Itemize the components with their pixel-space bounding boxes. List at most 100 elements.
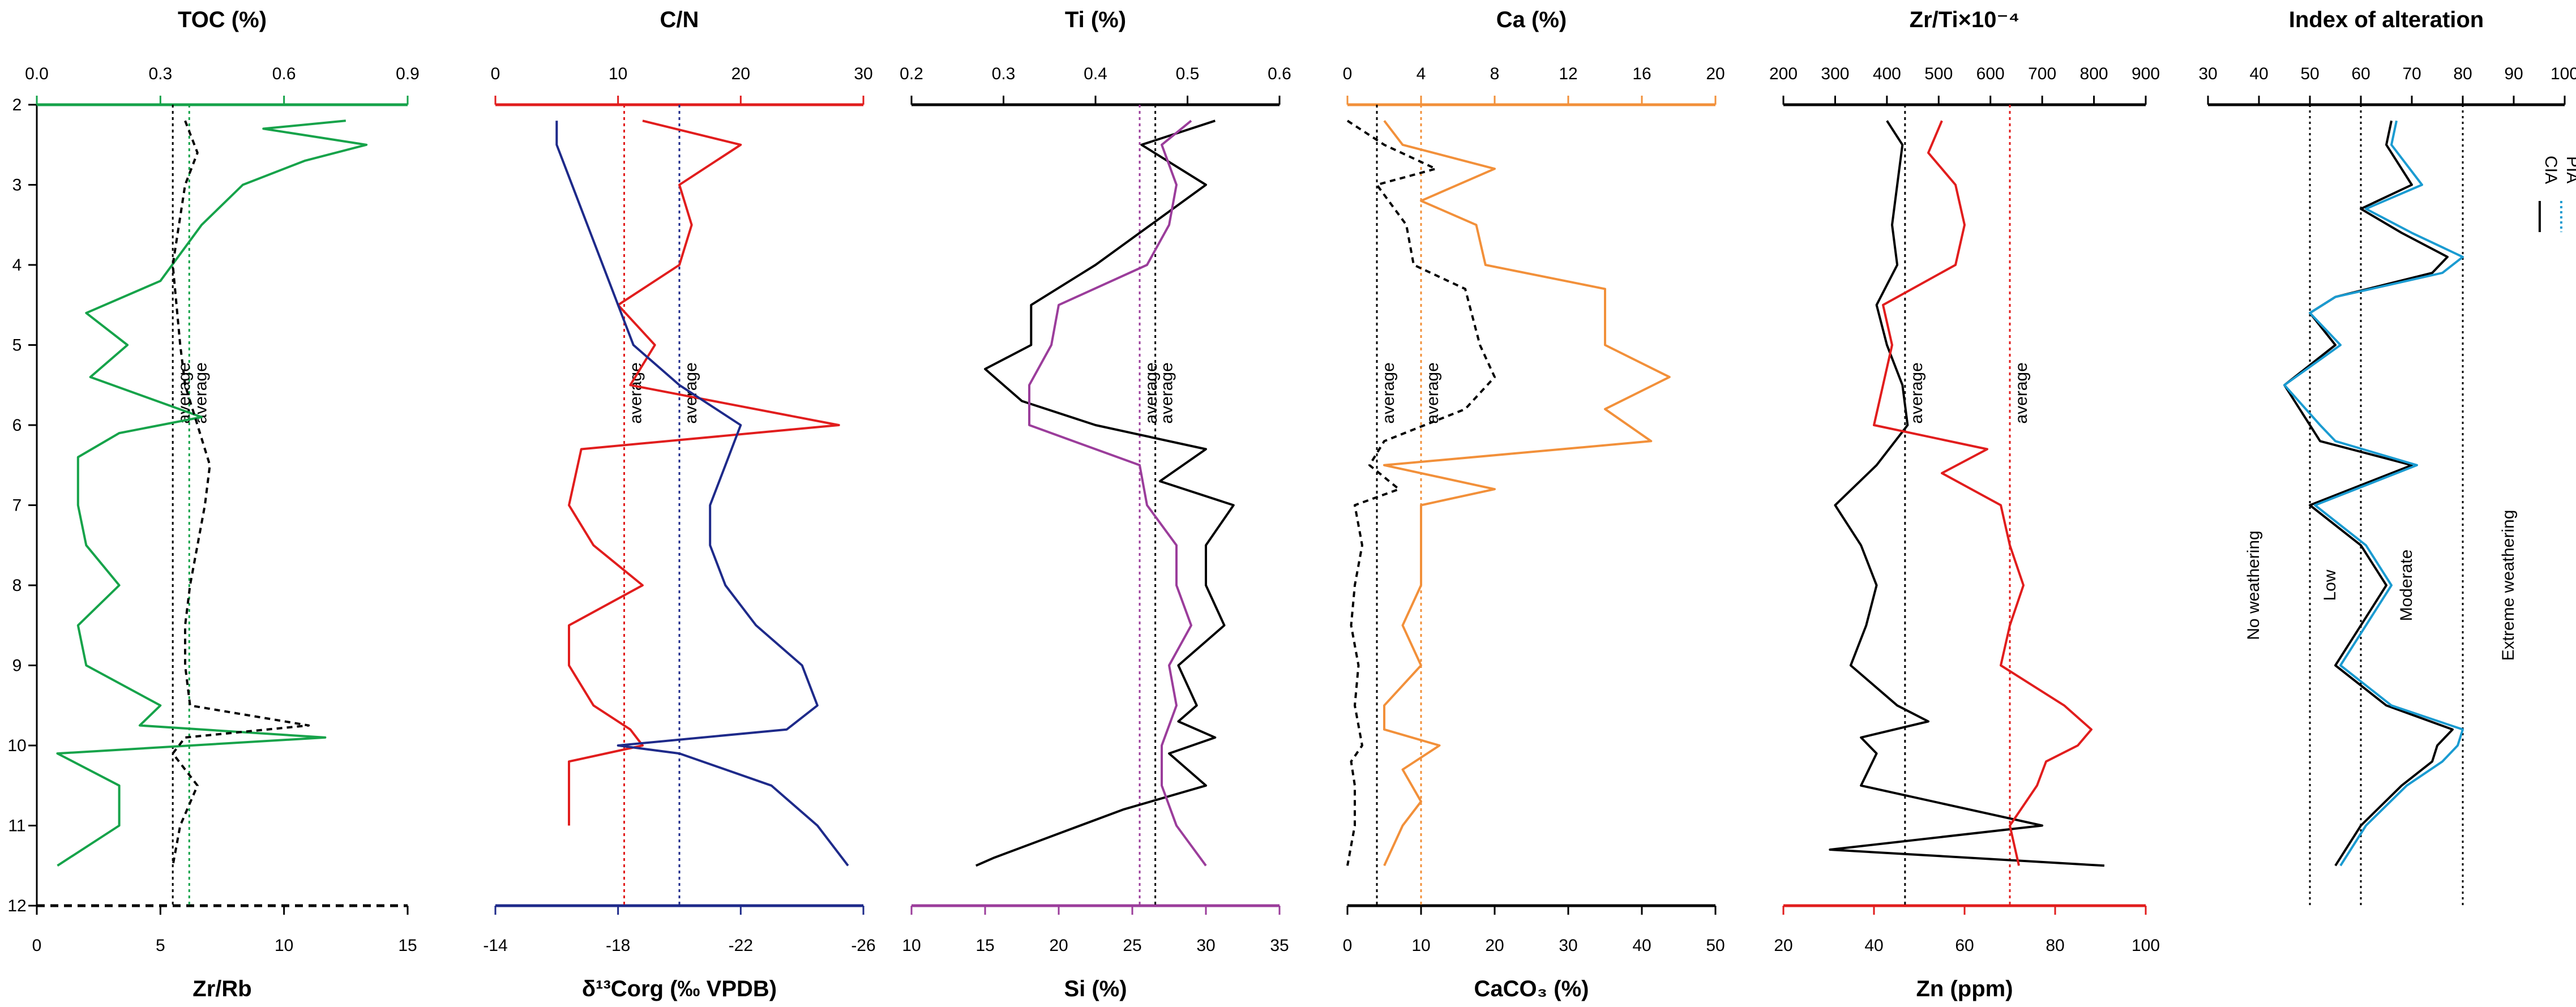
bottom-tick-label: 20 xyxy=(1049,936,1068,955)
bottom-tick-label: 25 xyxy=(1123,936,1141,955)
top-tick-label: 90 xyxy=(2504,65,2523,83)
average-label: average xyxy=(1142,362,1161,423)
bottom-tick-label: 40 xyxy=(1632,936,1651,955)
depth-tick-label: 12 xyxy=(7,897,26,915)
top-tick-label: 100 xyxy=(2551,65,2576,83)
average-label: average xyxy=(1379,362,1398,423)
top-tick-label: 0.5 xyxy=(1176,65,1200,83)
panel-title: Ti (%) xyxy=(1065,7,1126,32)
bottom-axis-label: CaCO₃ (%) xyxy=(1474,976,1589,1001)
bottom-tick-label: -22 xyxy=(729,936,753,955)
top-tick-label: 0.4 xyxy=(1084,65,1107,83)
depth-tick-label: 6 xyxy=(12,416,22,435)
zone-label: Low xyxy=(2321,569,2339,601)
top-tick-label: 4 xyxy=(1417,65,1426,83)
top-tick-label: 500 xyxy=(1924,65,1953,83)
top-tick-label: 80 xyxy=(2453,65,2472,83)
bottom-tick-label: 20 xyxy=(1485,936,1504,955)
panel-title: Index of alteration xyxy=(2289,7,2484,32)
top-tick-label: 700 xyxy=(2028,65,2056,83)
bottom-axis-label: δ¹³Corg (‰ VPDB) xyxy=(582,976,777,1001)
bottom-tick-label: 0 xyxy=(32,936,42,955)
depth-tick-label: 11 xyxy=(8,817,25,835)
average-label: average xyxy=(2012,362,2031,423)
series-line-zr-ti xyxy=(1829,120,2105,867)
bottom-tick-label: 100 xyxy=(2132,936,2160,955)
panel-title: Zr/Ti×10⁻⁴ xyxy=(1910,7,2020,32)
depth-tick-label: 4 xyxy=(12,256,22,275)
top-tick-label: 30 xyxy=(854,65,872,83)
depth-tick-label: 10 xyxy=(7,736,26,755)
panel-title: Ca (%) xyxy=(1496,7,1567,32)
top-tick-label: 50 xyxy=(2300,65,2319,83)
bottom-tick-label: 60 xyxy=(1955,936,1974,955)
series-line-zr-rb xyxy=(172,120,310,866)
top-tick-label: 0.6 xyxy=(1268,65,1291,83)
top-tick-label: 8 xyxy=(1490,65,1500,83)
bottom-tick-label: 0 xyxy=(1343,936,1353,955)
depth-tick-label: 9 xyxy=(12,657,22,675)
depth-tick-label: 5 xyxy=(12,336,22,355)
zone-label: Moderate xyxy=(2397,550,2416,622)
legend-label: CIA xyxy=(2541,156,2560,184)
top-tick-label: 0.3 xyxy=(992,65,1016,83)
top-tick-label: 400 xyxy=(1873,65,1901,83)
top-tick-label: 0 xyxy=(491,65,500,83)
bottom-tick-label: 50 xyxy=(1706,936,1725,955)
bottom-tick-label: 20 xyxy=(1774,936,1792,955)
average-label: average xyxy=(1907,362,1926,423)
top-tick-label: 0 xyxy=(1343,65,1353,83)
zone-label: Extreme weathering xyxy=(2499,510,2518,661)
bottom-tick-label: 30 xyxy=(1559,936,1577,955)
top-tick-label: 60 xyxy=(2351,65,2370,83)
top-tick-label: 300 xyxy=(1821,65,1849,83)
series-line--corg xyxy=(555,121,849,867)
top-tick-label: 600 xyxy=(1976,65,2005,83)
bottom-axis-label: Zr/Rb xyxy=(192,976,251,1001)
bottom-tick-label: 10 xyxy=(1411,936,1430,955)
top-tick-label: 0.9 xyxy=(396,65,420,83)
bottom-axis-label: Si (%) xyxy=(1064,976,1127,1001)
top-tick-label: 30 xyxy=(2198,65,2217,83)
panel-title: C/N xyxy=(660,7,699,32)
top-tick-label: 0.2 xyxy=(900,65,923,83)
depth-tick-label: 8 xyxy=(12,576,22,595)
bottom-tick-label: -26 xyxy=(851,936,875,955)
bottom-tick-label: -18 xyxy=(606,936,630,955)
depth-tick-label: 3 xyxy=(12,176,22,195)
series-line-ca xyxy=(1383,120,1671,867)
bottom-tick-label: 30 xyxy=(1196,936,1215,955)
top-tick-label: 16 xyxy=(1632,65,1651,83)
top-tick-label: 70 xyxy=(2402,65,2421,83)
series-line-toc xyxy=(56,119,368,867)
bottom-axis-label: Zn (ppm) xyxy=(1916,976,2013,1001)
top-tick-label: 0.3 xyxy=(148,65,172,83)
top-tick-label: 0.0 xyxy=(25,65,49,83)
top-tick-label: 800 xyxy=(2080,65,2108,83)
series-line-zn xyxy=(1873,120,2093,866)
bottom-tick-label: -14 xyxy=(483,936,507,955)
bottom-tick-label: 35 xyxy=(1270,936,1289,955)
average-label: average xyxy=(1423,362,1442,423)
bottom-tick-label: 15 xyxy=(398,936,417,955)
panel-title: TOC (%) xyxy=(178,7,267,32)
top-tick-label: 200 xyxy=(1769,65,1798,83)
top-tick-label: 40 xyxy=(2249,65,2268,83)
depth-tick-label: 7 xyxy=(12,496,22,515)
bottom-tick-label: 15 xyxy=(975,936,994,955)
bottom-tick-label: 5 xyxy=(156,936,165,955)
series-line-ti xyxy=(975,119,1235,867)
series-line-si xyxy=(1028,119,1207,867)
zone-label: No weathering xyxy=(2244,530,2263,640)
bottom-tick-label: 40 xyxy=(1864,936,1883,955)
bottom-tick-label: 10 xyxy=(275,936,293,955)
bottom-tick-label: 80 xyxy=(2046,936,2064,955)
legend-label: PIA xyxy=(2563,156,2576,183)
average-label: average xyxy=(627,362,645,423)
series-line-pia xyxy=(2283,120,2464,867)
top-tick-label: 12 xyxy=(1559,65,1577,83)
bottom-tick-label: 10 xyxy=(902,936,921,955)
series-line-c-n xyxy=(568,119,840,826)
depth-tick-label: 2 xyxy=(12,96,22,114)
